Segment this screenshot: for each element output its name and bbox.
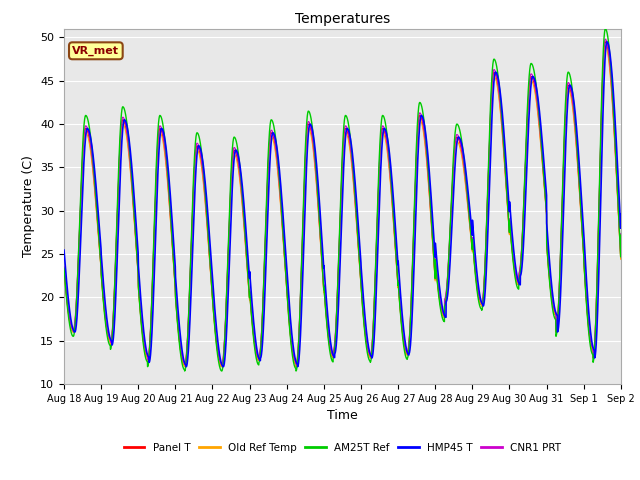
X-axis label: Time: Time	[327, 409, 358, 422]
Y-axis label: Temperature (C): Temperature (C)	[22, 156, 35, 257]
Text: VR_met: VR_met	[72, 46, 119, 56]
Legend: Panel T, Old Ref Temp, AM25T Ref, HMP45 T, CNR1 PRT: Panel T, Old Ref Temp, AM25T Ref, HMP45 …	[120, 439, 565, 457]
Title: Temperatures: Temperatures	[295, 12, 390, 26]
